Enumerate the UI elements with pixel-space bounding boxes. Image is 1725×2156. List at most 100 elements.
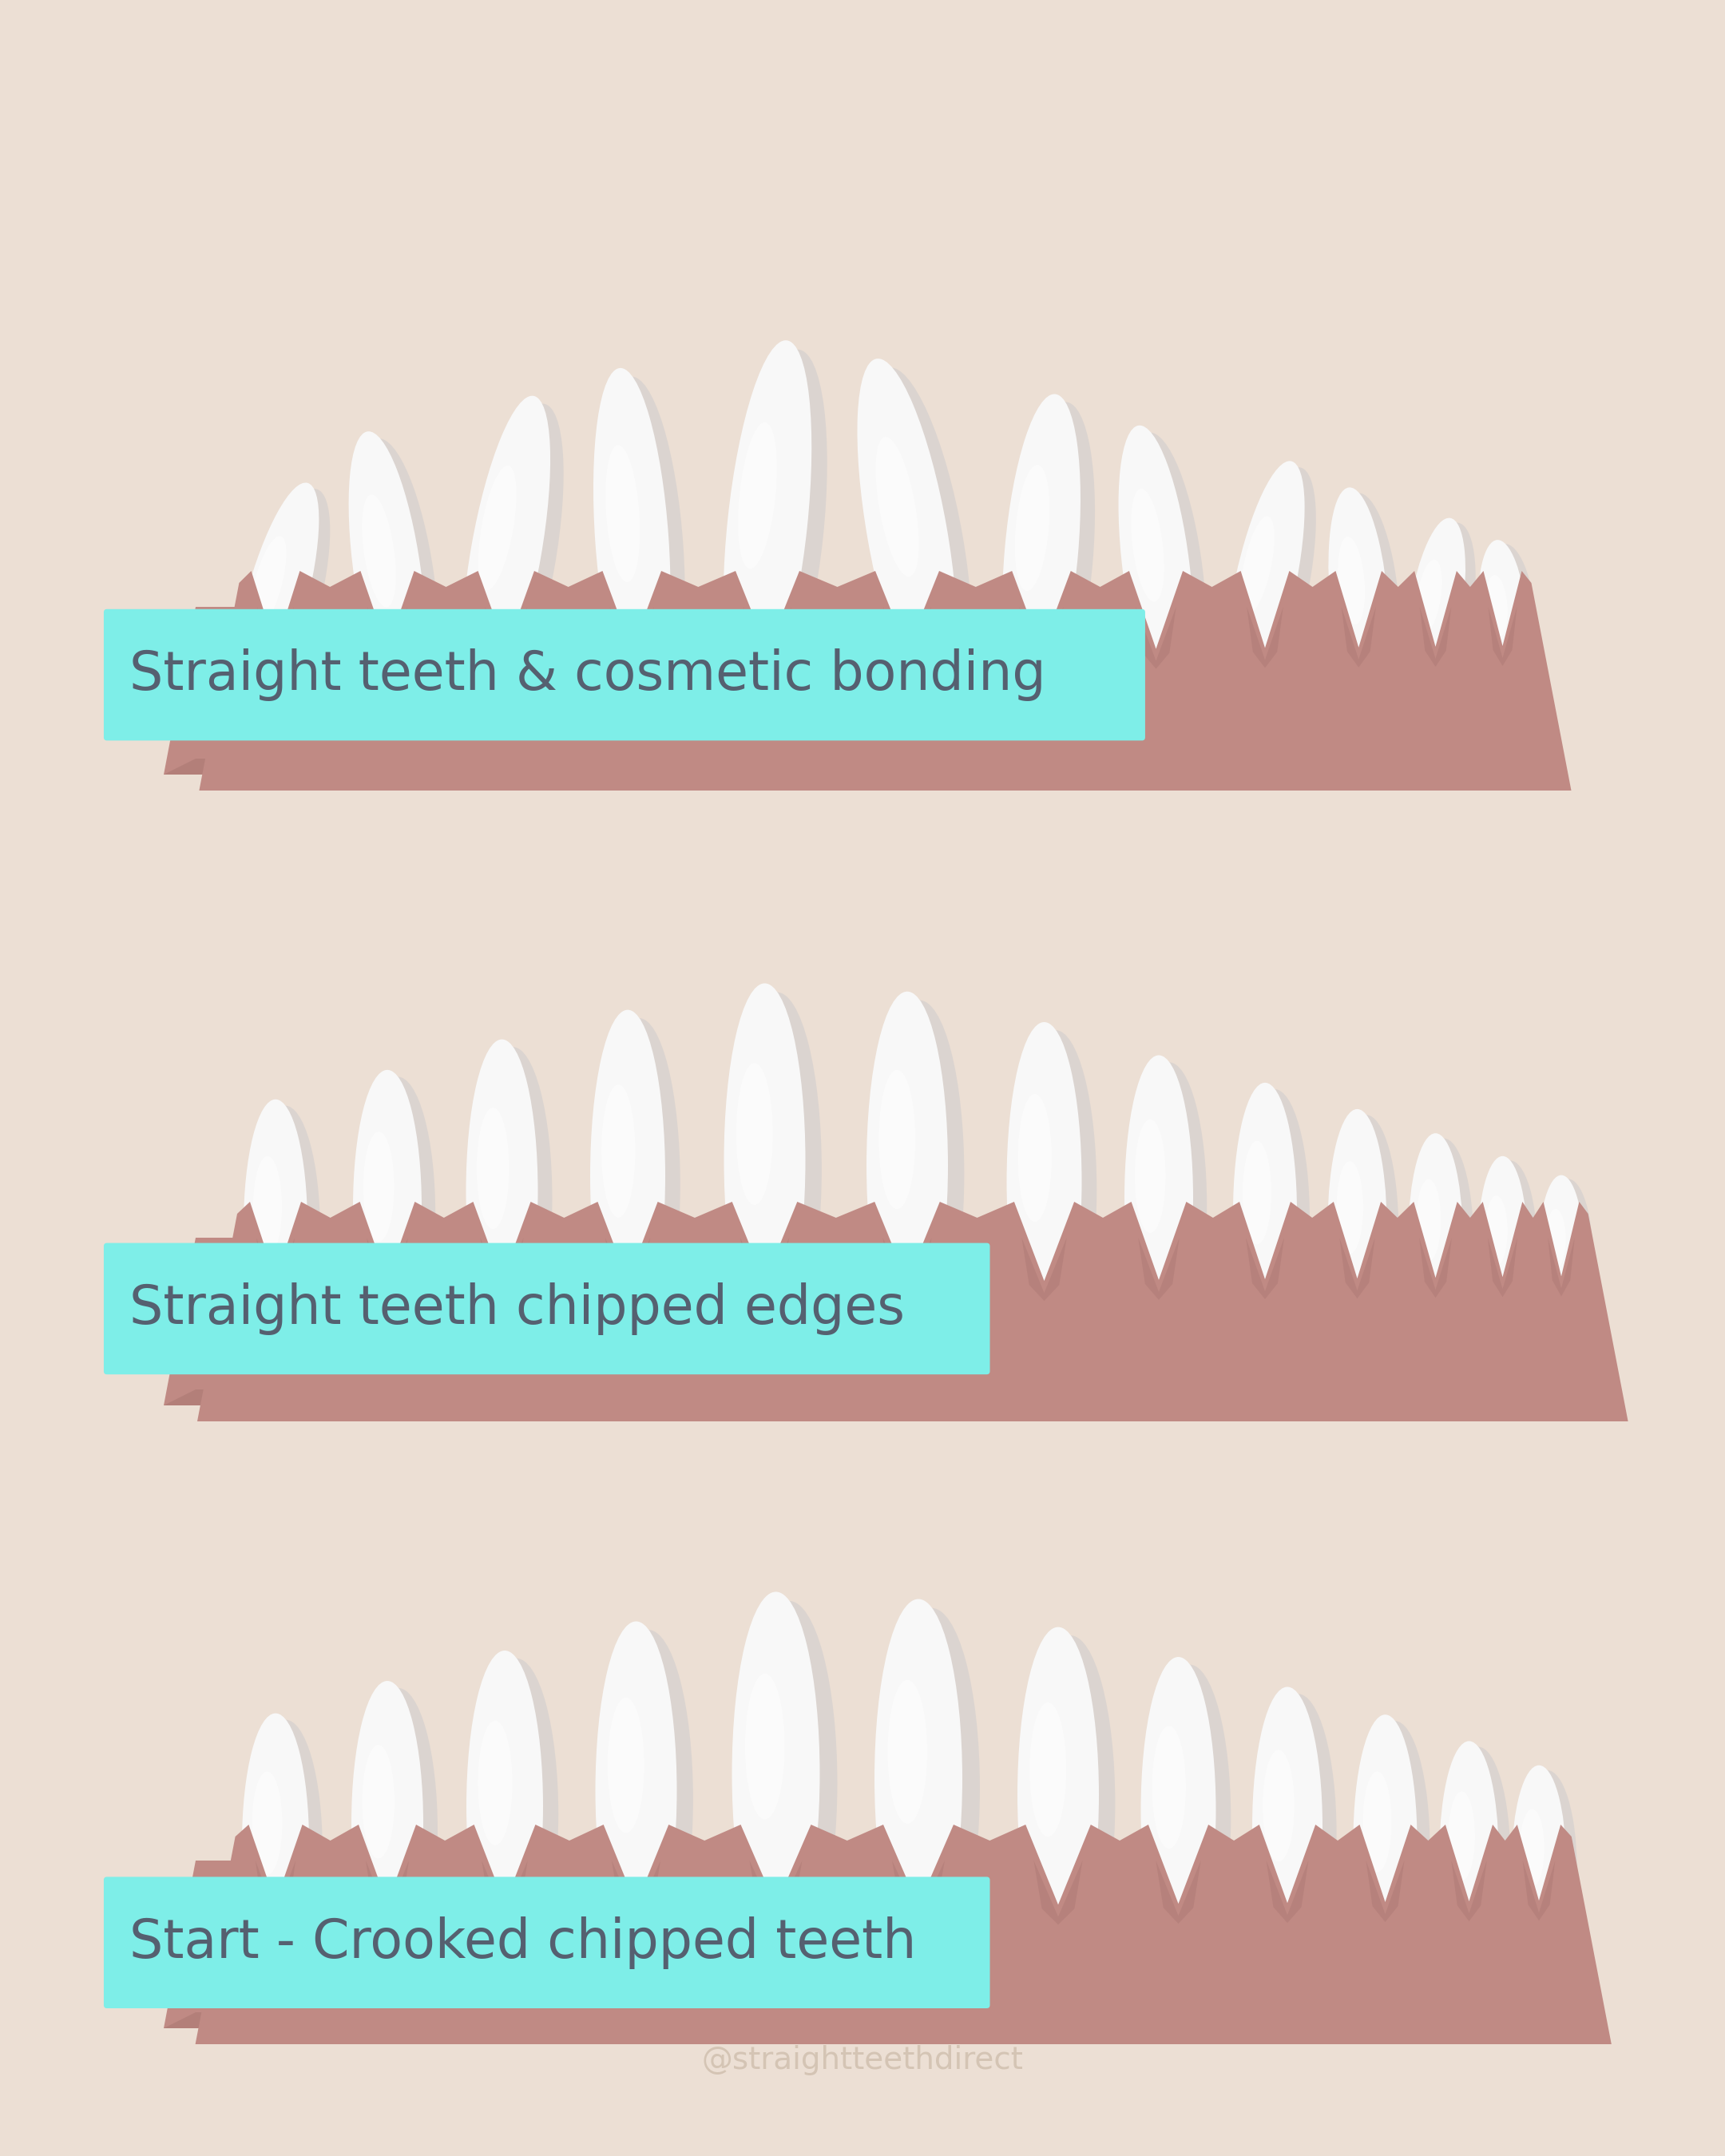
Ellipse shape (1252, 1686, 1323, 1966)
Polygon shape (480, 1238, 523, 1300)
Ellipse shape (1125, 1054, 1194, 1339)
Ellipse shape (469, 403, 564, 716)
Polygon shape (255, 1861, 295, 1923)
Ellipse shape (1018, 1628, 1099, 1962)
Ellipse shape (1014, 1031, 1097, 1350)
Ellipse shape (1009, 401, 1095, 718)
Ellipse shape (883, 1608, 980, 1966)
Ellipse shape (478, 466, 516, 591)
Ellipse shape (1232, 468, 1316, 714)
Polygon shape (1247, 606, 1283, 668)
Ellipse shape (1140, 1658, 1216, 1964)
Ellipse shape (1337, 1162, 1363, 1255)
Polygon shape (1033, 1861, 1083, 1925)
Ellipse shape (1485, 576, 1508, 638)
Ellipse shape (1014, 466, 1049, 591)
Ellipse shape (466, 1651, 543, 1962)
Ellipse shape (1339, 537, 1364, 625)
Ellipse shape (348, 431, 426, 714)
Ellipse shape (1449, 1792, 1475, 1880)
Ellipse shape (1411, 522, 1475, 709)
Ellipse shape (252, 1772, 283, 1876)
Ellipse shape (1233, 1082, 1297, 1341)
Ellipse shape (604, 1630, 693, 1968)
Text: Start - Crooked chipped teeth: Start - Crooked chipped teeth (129, 1917, 916, 1968)
Polygon shape (605, 1238, 650, 1300)
Ellipse shape (362, 1744, 395, 1858)
Ellipse shape (605, 444, 640, 582)
Ellipse shape (1478, 1156, 1527, 1332)
Ellipse shape (352, 1682, 423, 1964)
Ellipse shape (1026, 1636, 1114, 1971)
Ellipse shape (602, 1084, 635, 1218)
Ellipse shape (866, 367, 973, 718)
Ellipse shape (355, 438, 438, 720)
Polygon shape (164, 759, 1561, 774)
Ellipse shape (1259, 1695, 1337, 1973)
Ellipse shape (473, 1048, 552, 1350)
Ellipse shape (1511, 1766, 1566, 1960)
Ellipse shape (1520, 1809, 1544, 1886)
Ellipse shape (1118, 425, 1194, 707)
Ellipse shape (364, 1132, 395, 1242)
Polygon shape (164, 1388, 1561, 1406)
Ellipse shape (875, 1600, 963, 1958)
Ellipse shape (1242, 1141, 1271, 1244)
Polygon shape (1019, 606, 1063, 671)
Ellipse shape (1263, 1751, 1294, 1861)
Ellipse shape (607, 1697, 643, 1833)
Polygon shape (1487, 1238, 1518, 1298)
Ellipse shape (590, 1009, 666, 1341)
Ellipse shape (1135, 1119, 1166, 1233)
Polygon shape (481, 1861, 528, 1923)
Ellipse shape (466, 1039, 538, 1343)
Ellipse shape (1408, 1134, 1463, 1337)
Polygon shape (1451, 1861, 1487, 1921)
Polygon shape (1489, 606, 1516, 666)
Polygon shape (1340, 1238, 1375, 1298)
Ellipse shape (243, 1100, 307, 1352)
Ellipse shape (1335, 494, 1401, 711)
Ellipse shape (248, 1720, 323, 1979)
Ellipse shape (1328, 1108, 1387, 1341)
Polygon shape (1135, 606, 1176, 668)
Ellipse shape (354, 1069, 421, 1345)
Ellipse shape (878, 1069, 916, 1210)
Ellipse shape (1132, 489, 1164, 602)
Polygon shape (164, 1861, 1561, 2029)
Ellipse shape (1484, 1160, 1537, 1337)
Ellipse shape (738, 423, 776, 569)
Polygon shape (1266, 1861, 1309, 1923)
Ellipse shape (888, 1680, 928, 1824)
Ellipse shape (1439, 1742, 1499, 1964)
Polygon shape (198, 571, 1571, 791)
Ellipse shape (1406, 517, 1466, 705)
Ellipse shape (595, 1621, 676, 1960)
Ellipse shape (875, 1000, 964, 1348)
Polygon shape (1366, 1861, 1404, 1921)
Ellipse shape (724, 983, 806, 1339)
FancyBboxPatch shape (104, 1878, 990, 2007)
Ellipse shape (731, 1591, 819, 1955)
Polygon shape (892, 1861, 945, 1925)
Ellipse shape (1149, 1664, 1232, 1971)
Ellipse shape (478, 1720, 512, 1846)
Polygon shape (197, 1201, 1628, 1421)
Ellipse shape (1007, 1022, 1082, 1341)
Ellipse shape (1328, 487, 1389, 707)
Polygon shape (1139, 1238, 1180, 1300)
Ellipse shape (876, 438, 919, 576)
Ellipse shape (233, 483, 319, 722)
Ellipse shape (866, 992, 949, 1339)
Polygon shape (1021, 1238, 1066, 1300)
Ellipse shape (745, 1673, 785, 1820)
Ellipse shape (1539, 1175, 1584, 1326)
Polygon shape (257, 606, 293, 668)
Ellipse shape (1485, 1197, 1508, 1266)
Ellipse shape (361, 1076, 435, 1352)
Ellipse shape (1518, 1770, 1577, 1964)
Polygon shape (883, 606, 932, 671)
Ellipse shape (731, 349, 828, 716)
Ellipse shape (600, 377, 685, 720)
Polygon shape (195, 1824, 1611, 2044)
